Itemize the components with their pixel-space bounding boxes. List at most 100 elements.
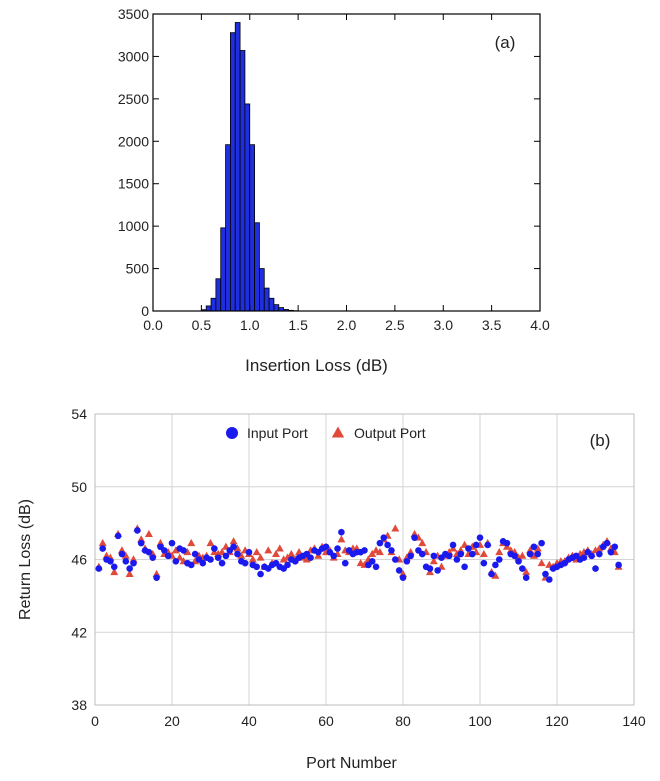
histogram-y-tick-label: 3000: [118, 48, 149, 64]
input-port-point: [488, 571, 495, 578]
histogram-bar: [221, 228, 226, 311]
input-port-point: [192, 551, 199, 558]
input-port-point: [215, 554, 222, 561]
input-port-points: [96, 527, 622, 583]
input-port-point: [369, 558, 376, 565]
input-port-point: [538, 540, 545, 547]
histogram-bar: [230, 33, 235, 311]
input-port-point: [469, 551, 476, 558]
input-port-point: [450, 542, 457, 549]
output-port-point: [518, 552, 526, 559]
histogram-panel-label: (a): [495, 33, 516, 52]
input-port-point: [230, 543, 237, 550]
input-port-point: [400, 574, 407, 581]
histogram-bar: [235, 22, 240, 311]
histogram-bar: [259, 269, 264, 311]
histogram-bar: [269, 298, 274, 311]
scatter-x-tick-label: 80: [395, 713, 411, 729]
output-port-point: [187, 539, 195, 546]
output-port-point: [207, 539, 215, 546]
output-port-point: [538, 559, 546, 566]
input-port-point: [542, 571, 549, 578]
histogram-x-tick-label: 1.5: [288, 317, 308, 333]
output-port-point: [287, 550, 295, 557]
input-port-point: [219, 560, 226, 567]
input-port-point: [115, 533, 122, 540]
histogram-bar: [250, 145, 255, 311]
scatter-x-tick-label: 100: [468, 713, 492, 729]
scatter-x-ticks: 0 20 40 60 80 100 120 140: [91, 713, 646, 729]
input-port-point: [338, 529, 345, 536]
scatter-y-tick-label: 38: [71, 697, 87, 713]
histogram-bar: [245, 104, 250, 311]
histogram-y-tick-label: 1000: [118, 218, 149, 234]
input-port-point: [588, 553, 595, 560]
histogram-x-tick-label: 1.0: [240, 317, 260, 333]
input-port-point: [461, 563, 468, 570]
output-port-point: [253, 548, 261, 555]
scatter-x-tick-label: 120: [545, 713, 569, 729]
legend-input-port-marker: [226, 427, 238, 439]
input-port-point: [581, 554, 588, 561]
input-port-point: [334, 545, 341, 552]
histogram-x-axis-label: Insertion Loss (dB): [245, 356, 388, 375]
input-port-point: [96, 565, 103, 572]
input-port-point: [173, 558, 180, 565]
input-port-point: [377, 540, 384, 547]
input-port-point: [126, 565, 133, 572]
scatter-y-tick-label: 42: [71, 624, 87, 640]
input-port-point: [457, 551, 464, 558]
histogram-x-tick-label: 4.0: [530, 317, 550, 333]
output-port-point: [480, 550, 488, 557]
input-port-point: [253, 563, 260, 570]
input-port-point: [407, 553, 414, 560]
input-port-point: [119, 551, 126, 558]
input-port-point: [242, 560, 249, 567]
histogram-y-tick-label: 3500: [118, 6, 149, 22]
output-port-point: [99, 539, 107, 546]
input-port-point: [473, 542, 480, 549]
output-port-point: [264, 546, 272, 553]
input-port-point: [484, 542, 491, 549]
scatter-x-tick-label: 40: [241, 713, 257, 729]
histogram-x-tick-label: 3.0: [434, 317, 454, 333]
input-port-point: [492, 562, 499, 569]
input-port-point: [153, 574, 160, 581]
input-port-point: [534, 551, 541, 558]
output-port-point: [391, 524, 399, 531]
input-port-point: [307, 554, 314, 561]
histogram-bar: [211, 298, 216, 311]
input-port-point: [427, 565, 434, 572]
input-port-point: [123, 558, 130, 565]
histogram-y-tick-label: 2000: [118, 133, 149, 149]
input-port-point: [477, 534, 484, 541]
scatter-y-tick-label: 50: [71, 479, 87, 495]
input-port-point: [99, 545, 106, 552]
histogram-x-tick-label: 0.0: [143, 317, 163, 333]
scatter-x-tick-label: 140: [622, 713, 646, 729]
scatter-x-tick-label: 0: [91, 713, 99, 729]
output-port-point: [145, 530, 153, 537]
input-port-point: [169, 540, 176, 547]
output-port-point: [230, 537, 238, 544]
input-port-point: [200, 560, 207, 567]
scatter-x-tick-label: 20: [164, 713, 180, 729]
scatter-x-axis-label: Port Number: [306, 755, 397, 772]
scatter-y-tick-label: 46: [71, 552, 87, 568]
scatter-x-tick-label: 60: [318, 713, 334, 729]
input-port-point: [481, 560, 488, 567]
histogram-bar: [264, 288, 269, 311]
input-port-point: [134, 527, 141, 534]
output-port-point: [337, 535, 345, 542]
input-port-point: [342, 560, 349, 567]
input-port-point: [454, 556, 461, 563]
input-port-point: [384, 542, 391, 549]
input-port-point: [188, 562, 195, 569]
input-port-point: [165, 553, 172, 560]
input-port-point: [608, 549, 615, 556]
output-port-point: [495, 548, 503, 555]
input-port-point: [211, 545, 218, 552]
